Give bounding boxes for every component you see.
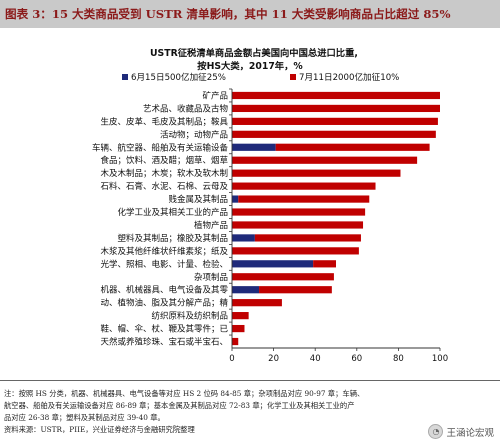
chart: 矿产品艺术品、收藏品及古物生皮、皮革、毛皮及其制品；鞍具活动物；动物产品车辆、航…	[0, 31, 500, 377]
bar-series1	[232, 286, 260, 294]
legend-item-series1: 6月15日500亿加征25%	[122, 71, 226, 83]
bar-series1	[232, 260, 314, 268]
category-label: 植物产品	[194, 220, 228, 231]
bar-series2	[232, 182, 376, 190]
category-label: 艺术品、收藏品及古物	[143, 103, 229, 114]
category-label: 鞋、帽、伞、杖、鞭及其零件；已	[100, 324, 228, 335]
x-tick-label: 60	[351, 354, 362, 364]
chart-title: USTR征税清单商品金额占美国向中国总进口比重,	[150, 48, 358, 59]
bar-series2	[232, 337, 239, 346]
x-tick-label: 80	[393, 354, 404, 364]
bar-series2	[275, 143, 430, 151]
category-label: 车辆、航空器、船舶及有关运输设备	[92, 142, 229, 153]
category-label: 机器、机械器具、电气设备及其零	[100, 285, 228, 296]
bar-series2	[232, 130, 436, 138]
category-label: 木浆及其他纤维状纤维素浆；纸及	[100, 246, 228, 257]
category-label: 塑料及其制品；橡胶及其制品	[117, 233, 228, 244]
bar-series2	[232, 156, 418, 164]
bar-series2	[232, 247, 359, 255]
bar-series2	[232, 208, 366, 216]
category-label: 食品；饮料、酒及醋；烟草、烟草	[100, 155, 228, 166]
category-label: 杂项制品	[194, 272, 228, 283]
bar-series2	[232, 273, 334, 281]
bar-series2	[259, 286, 332, 294]
bar-series2	[232, 104, 440, 113]
figure-header: 图表 3：15 大类商品受到 USTR 清单影响，其中 11 大类受影响商品占比…	[0, 0, 500, 28]
category-label: 天然或养殖珍珠、宝石或半宝石、	[100, 337, 228, 348]
footnote-line: 注：按照 HS 分类，机器、机械器具、电气设备等对应 HS 2 位码 84-85…	[4, 389, 365, 398]
x-tick-label: 0	[229, 354, 234, 364]
divider-top	[0, 380, 500, 381]
bar-series2	[232, 117, 438, 125]
legend-label-series2: 7月11日2000亿加征10%	[299, 73, 400, 83]
category-label: 光学、照相、电影、计量、检验、	[100, 259, 228, 270]
category-label: 动、植物油、脂及其分解产品；精	[100, 298, 228, 309]
bar-series2	[232, 91, 440, 100]
x-tick-label: 100	[432, 354, 448, 364]
legend-item-series2: 7月11日2000亿加征10%	[290, 71, 399, 83]
category-label: 矿产品	[202, 90, 228, 101]
footnote-line: 品对应 26-38 章；塑料及其制品对应 39-40 章。	[4, 413, 165, 422]
legend-swatch-series1	[122, 74, 128, 80]
bar-series2	[232, 312, 249, 320]
category-label: 生皮、皮革、毛皮及其制品；鞍具	[100, 116, 228, 127]
source-line: 资料来源：USTR，PIIE，兴业证券经济与金融研究院整理	[4, 425, 195, 434]
bar-series1	[232, 143, 276, 151]
chart-svg: 矿产品艺术品、收藏品及古物生皮、皮革、毛皮及其制品；鞍具活动物；动物产品车辆、航…	[92, 88, 448, 364]
figure-title: 图表 3：15 大类商品受到 USTR 清单影响，其中 11 大类受影响商品占比…	[5, 7, 451, 21]
bar-series2	[232, 169, 401, 177]
legend-swatch-series2	[290, 74, 296, 80]
bar-series1	[232, 195, 239, 203]
x-tick-label: 20	[268, 354, 279, 364]
bar-series2	[232, 299, 282, 307]
x-tick-label: 40	[310, 354, 321, 364]
category-label: 贱金属及其制品	[168, 194, 228, 205]
category-label: 木及木制品；木炭；软木及软木制	[100, 168, 228, 179]
footnote: 注：按照 HS 分类，机器、机械器具、电气设备等对应 HS 2 位码 84-85…	[4, 388, 496, 436]
bar-series2	[254, 234, 361, 242]
category-label: 化学工业及其相关工业的产品	[117, 207, 228, 218]
footnote-line: 航空器、船舶及有关运输设备对应 86-89 章；基本金属及其制品对应 72-83…	[4, 401, 355, 410]
category-label: 石料、石膏、水泥、石棉、云母及	[100, 181, 228, 192]
bar-series2	[232, 324, 245, 333]
watermark: ◔ 王涵论宏观	[428, 424, 494, 439]
wechat-icon: ◔	[428, 424, 444, 439]
legend-label-series1: 6月15日500亿加征25%	[131, 73, 226, 83]
bar-series2	[232, 221, 364, 229]
bar-series1	[232, 234, 255, 242]
chart-subtitle: 按HS大类，2017年，%	[197, 61, 303, 72]
category-label: 纺织原料及纺织制品	[151, 311, 228, 322]
watermark-text: 王涵论宏观	[446, 427, 494, 439]
bar-series2	[238, 195, 370, 203]
category-label: 活动物；动物产品	[160, 129, 228, 140]
bar-series2	[313, 260, 336, 268]
